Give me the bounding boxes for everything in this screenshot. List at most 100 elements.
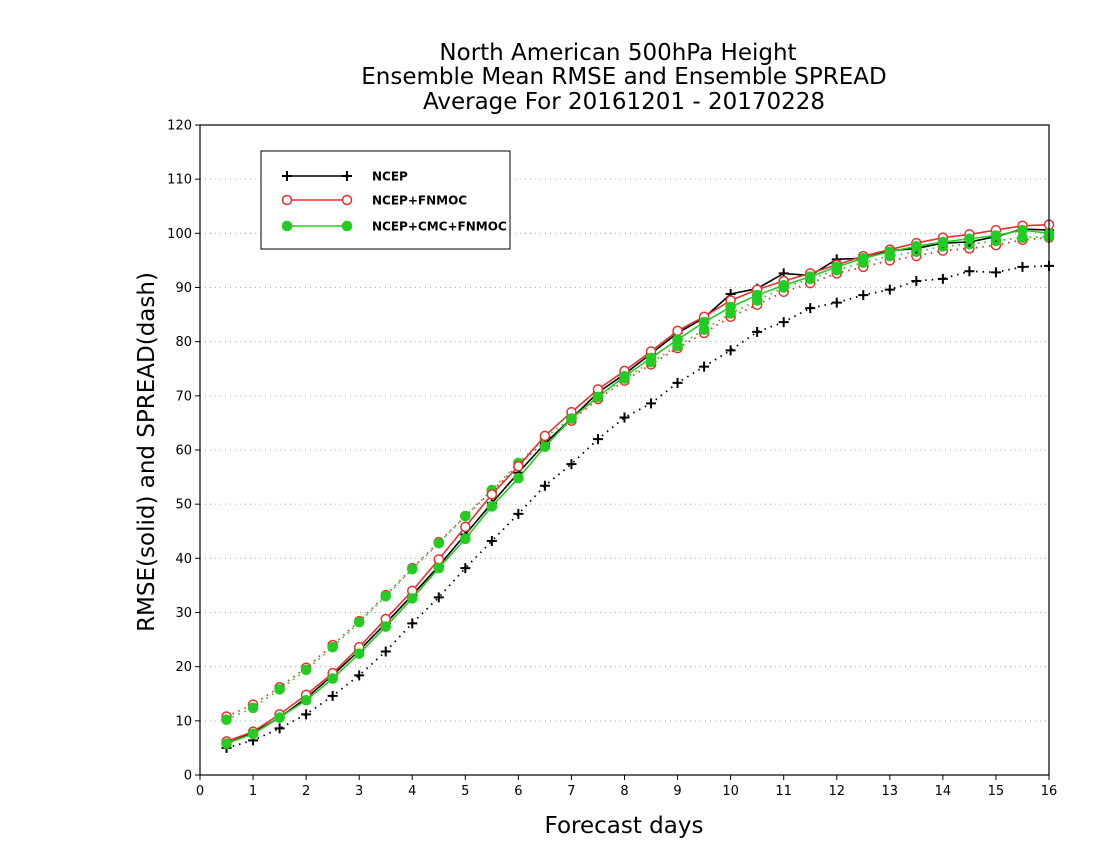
data-point <box>672 325 683 337</box>
data-point <box>221 714 232 726</box>
data-point <box>566 459 577 470</box>
data-point <box>380 621 392 632</box>
y-tick-label: 90 <box>175 281 192 296</box>
data-point <box>433 554 445 565</box>
y-tick-label: 10 <box>175 714 192 729</box>
data-point <box>619 371 630 382</box>
data-point <box>513 472 524 484</box>
series-ncep-spread <box>221 260 1054 753</box>
data-point <box>274 684 285 695</box>
y-tick-label: 30 <box>175 606 192 621</box>
data-point <box>619 412 630 423</box>
data-point <box>460 521 471 533</box>
data-point <box>592 391 604 403</box>
chart-legend: NCEP NCEP+FNMOC NCEP+CMC+FNMOC <box>260 150 511 250</box>
series-line <box>226 235 1050 721</box>
data-point <box>672 334 683 345</box>
data-point <box>300 694 312 706</box>
data-point <box>699 361 710 372</box>
series-line <box>226 264 1050 749</box>
data-point <box>778 280 789 291</box>
data-point <box>964 266 975 277</box>
data-point <box>645 352 657 364</box>
data-point <box>937 273 948 284</box>
x-tick-label: 16 <box>1041 784 1058 799</box>
data-point <box>805 303 816 314</box>
series-line <box>226 223 1050 743</box>
data-point <box>406 563 418 575</box>
x-tick-label: 11 <box>775 784 792 799</box>
legend-marker <box>282 171 292 181</box>
series-line <box>226 236 1050 718</box>
y-tick-label: 40 <box>175 552 192 567</box>
series-ncep-fnmoc-spread <box>221 232 1055 722</box>
x-tick-label: 0 <box>196 784 204 799</box>
x-tick-label: 6 <box>514 784 522 799</box>
data-point <box>592 434 603 445</box>
data-point <box>433 562 445 574</box>
data-point <box>884 284 895 295</box>
data-point <box>327 690 338 701</box>
data-point <box>327 641 338 653</box>
chart-title-line-3: Average For 20161201 - 20170228 <box>423 89 825 115</box>
data-point <box>858 290 869 301</box>
legend-marker <box>341 194 353 206</box>
data-point <box>539 441 551 453</box>
data-point <box>460 510 471 522</box>
data-point <box>990 267 1001 278</box>
data-point <box>247 728 259 740</box>
legend-marker <box>341 220 353 232</box>
y-tick-label: 70 <box>175 389 192 404</box>
data-point <box>513 461 524 472</box>
x-tick-label: 3 <box>355 784 363 799</box>
data-point <box>725 345 736 356</box>
x-tick-label: 12 <box>828 784 845 799</box>
series-ncep-cmc-fnmoc-spread <box>221 231 1055 726</box>
data-point <box>274 712 285 723</box>
data-point <box>911 241 922 252</box>
data-point <box>937 236 949 248</box>
x-tick-label: 9 <box>673 784 681 799</box>
series-ncep-cmc-fnmoc <box>221 224 1055 749</box>
data-point <box>778 317 789 328</box>
legend-entry-ncep-fnmoc: NCEP+FNMOC <box>281 194 467 208</box>
data-point <box>539 480 550 491</box>
data-point <box>752 326 763 337</box>
x-tick-label: 7 <box>567 784 575 799</box>
chart-title-line-1: North American 500hPa Height <box>439 40 796 66</box>
x-tick-label: 13 <box>882 784 899 799</box>
data-point <box>433 592 444 603</box>
x-tick-label: 5 <box>461 784 469 799</box>
data-point <box>380 646 391 657</box>
legend-marker <box>281 220 293 232</box>
x-tick-label: 10 <box>722 784 739 799</box>
data-point <box>221 738 232 749</box>
data-point <box>646 398 657 409</box>
x-tick-label: 14 <box>935 784 952 799</box>
data-point <box>725 301 736 313</box>
x-tick-label: 8 <box>620 784 628 799</box>
data-point <box>884 246 896 258</box>
data-point <box>698 316 710 328</box>
y-axis-tick-labels: 0 10 20 30 40 50 60 70 80 90 100 110 120 <box>167 119 192 784</box>
data-point <box>539 430 551 442</box>
chart-title: North American 500hPa Height Ensemble Me… <box>361 40 886 115</box>
data-point <box>353 616 365 628</box>
x-tick-label: 1 <box>249 784 257 799</box>
data-point <box>486 501 498 512</box>
data-point <box>301 709 312 720</box>
y-tick-label: 50 <box>175 498 192 513</box>
data-point <box>804 271 816 282</box>
data-point <box>751 289 763 301</box>
x-axis-tick-labels: 0 1 2 3 4 5 6 7 8 9 10 11 12 13 14 15 16 <box>196 784 1057 799</box>
data-point <box>460 563 471 574</box>
y-tick-label: 80 <box>175 335 192 350</box>
axis-ticks <box>195 124 1050 780</box>
series-layer <box>221 219 1055 753</box>
legend-label: NCEP <box>372 170 408 184</box>
data-point <box>300 664 312 676</box>
data-point <box>857 252 869 264</box>
data-point <box>566 413 577 424</box>
y-axis-title: RMSE(solid) and SPREAD(dash) <box>134 272 160 632</box>
